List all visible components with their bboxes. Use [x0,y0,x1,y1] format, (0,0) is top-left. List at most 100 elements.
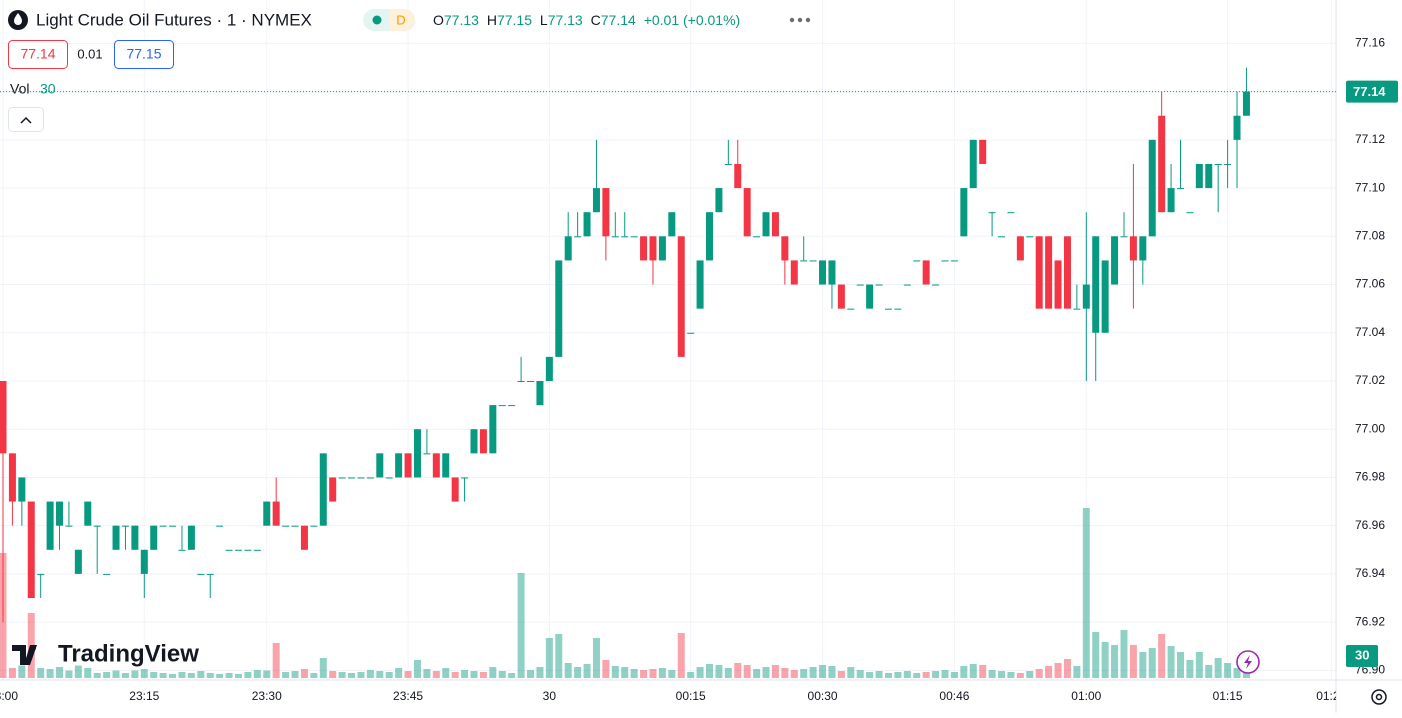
symbol-title[interactable]: Light Crude Oil Futures · 1 · NYMEX [36,10,312,29]
candle-body [244,549,252,551]
x-tick-label: 01:26 [1316,689,1346,703]
volume-bar [131,670,139,678]
volume-bar [1177,652,1184,678]
ohlc-label: C [591,12,601,28]
volume-bar [724,668,732,678]
candle-body [527,380,535,382]
volume-bar [18,665,26,678]
volume-bar [187,673,195,678]
candle-body [1082,284,1090,309]
volume-bar [781,668,789,678]
candle-body [197,573,205,575]
volume-bar [668,670,676,678]
candle-body [743,188,751,237]
candle-body [442,453,450,478]
market-status[interactable]: D [396,12,405,27]
volume-bar [140,669,148,678]
volume-bar [8,668,16,678]
volume-bar [1054,663,1062,678]
candle-body [866,284,874,309]
volume-bar [1167,646,1175,678]
volume-bar [979,665,987,678]
watermark: TradingView [58,640,199,667]
volume-bar [263,670,271,678]
ohlc-label: H [487,12,497,28]
y-tick-label: 76.94 [1355,566,1385,580]
candle-body [762,212,770,237]
ohlc-value: 77.13 [444,12,479,28]
collapse-button[interactable] [8,107,44,132]
candle-body [206,573,214,575]
volume-bar [310,673,318,678]
volume-bar [1214,658,1222,678]
settings-button[interactable] [1371,689,1387,705]
candle-body [790,260,798,285]
candle-body [960,188,968,237]
candle-body [27,501,35,599]
ask[interactable]: 77.15 [126,46,161,62]
candle-body [150,525,158,550]
volume-bar [413,660,421,678]
x-tick-label: 23:45 [393,689,423,703]
last-price-label: 77.14 [1353,84,1386,99]
candle-body [856,284,864,286]
price-axis: 76.9076.9276.9476.9676.9877.0077.0277.04… [1355,36,1385,677]
volume-bar [677,633,685,678]
volume-bar [1026,671,1034,678]
buy-button[interactable] [114,40,174,69]
volume-bar [1195,652,1203,678]
candle-body [235,549,242,551]
y-tick-label: 77.06 [1355,277,1385,291]
candle-body [687,332,695,334]
y-tick-label: 77.08 [1355,228,1385,242]
candle-body [847,308,855,310]
candle-body [800,260,808,262]
candle-body [1167,188,1175,213]
volume-bar [461,670,469,678]
more-button[interactable] [789,17,811,23]
sell-button[interactable] [8,40,68,69]
candle-body [357,477,365,479]
volume-bar [621,667,629,678]
volume-bar [790,670,798,678]
candle-body [131,525,139,550]
volume-bar [640,670,648,678]
y-tick-label: 76.98 [1355,470,1385,484]
x-tick-label: 23:30 [252,689,282,703]
volume-bar [253,670,261,678]
volume-bar [206,673,214,678]
volume-bar [385,672,393,678]
last-price-tag [1346,80,1398,103]
candle-body [809,260,817,262]
volume-bar [527,670,535,678]
candle-body [178,549,186,551]
lightning-button[interactable] [1236,650,1260,674]
candle-body [1016,236,1024,261]
candle-body [225,549,233,551]
candle-body [545,356,553,381]
candle-body [1054,260,1062,309]
ohlc-value: 77.14 [601,12,636,28]
candle-body [913,260,921,262]
volume-bar [1129,645,1137,678]
candle-body [423,453,431,455]
candle-body [0,380,7,454]
volume-bar [357,672,365,678]
candle-body [894,308,902,310]
volume-bar [998,671,1006,678]
volume-bar [46,669,54,678]
volume-bar [819,665,827,678]
volume-bar [828,666,836,678]
candle-body [404,453,412,478]
volume-bar [169,674,177,678]
price-tags: 77.14 30 [0,80,1398,667]
candle-body [65,525,73,527]
bid[interactable]: 77.14 [20,46,55,62]
candle-body [376,453,384,478]
volume-bar [1063,659,1071,678]
volume-bar [715,665,723,678]
volume-bar [423,669,431,678]
candle-body [1129,236,1137,261]
volume-bar [969,664,977,678]
candle-body [46,501,54,550]
